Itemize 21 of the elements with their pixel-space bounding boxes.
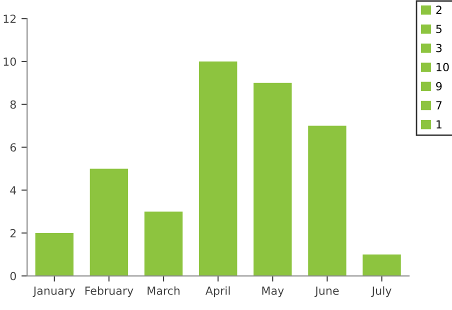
legend-label: 10 xyxy=(436,62,449,72)
y-tick-label: 12 xyxy=(4,14,16,23)
legend-label: 2 xyxy=(436,6,442,14)
x-tick-label: July xyxy=(371,286,392,298)
y-tick-label: 4 xyxy=(10,186,16,194)
y-tick-label: 8 xyxy=(10,100,16,109)
legend-label: 7 xyxy=(436,101,442,110)
y-tick-label: 6 xyxy=(10,143,16,152)
x-tick-label: January xyxy=(32,286,76,298)
x-tick-label: April xyxy=(205,286,230,298)
y-tick-label: 2 xyxy=(10,228,16,238)
x-tick-label: June xyxy=(314,286,339,297)
x-tick-label: May xyxy=(262,286,284,298)
x-tick-label: March xyxy=(148,286,180,295)
legend-label: 3 xyxy=(436,44,442,52)
y-tick-label: 10 xyxy=(4,57,16,66)
y-tick-label: 0 xyxy=(10,272,16,280)
legend-label: 9 xyxy=(436,82,442,90)
legend-label: 5 xyxy=(436,24,442,34)
legend-label: 1 xyxy=(436,120,442,128)
x-tick-label: February xyxy=(85,286,134,298)
